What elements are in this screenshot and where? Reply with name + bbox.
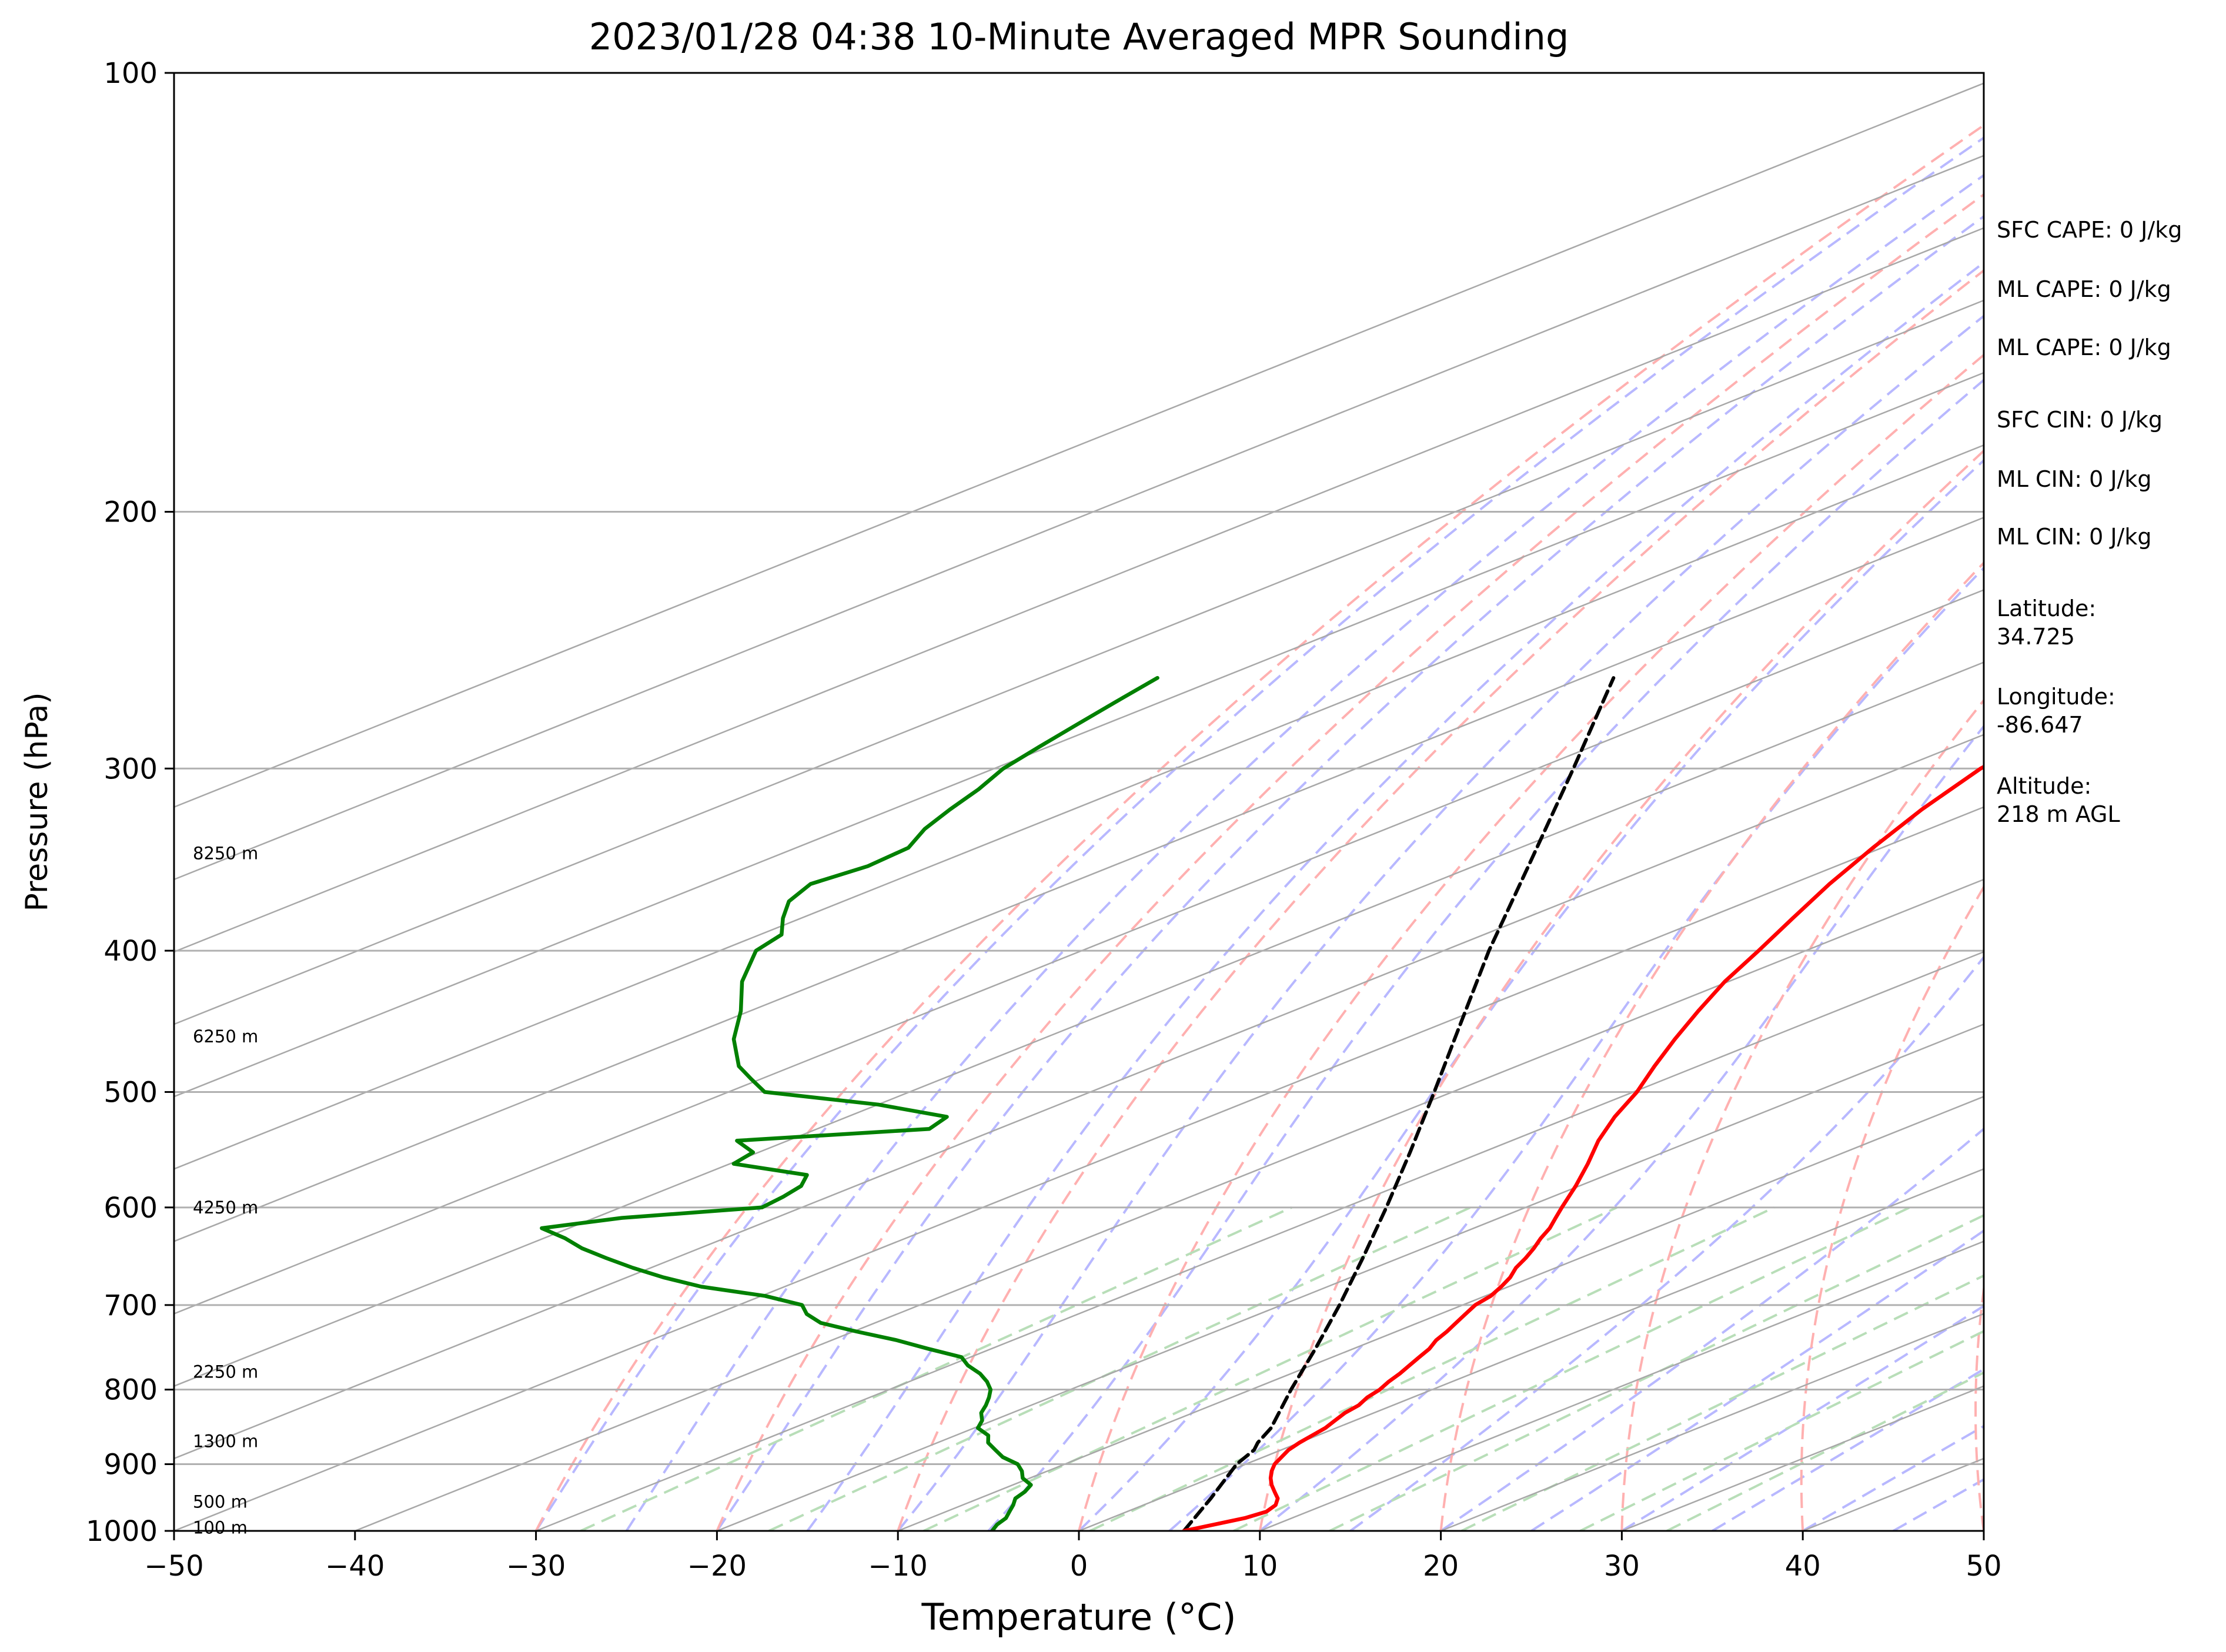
dry-adiabat-line xyxy=(716,193,1984,1531)
dry-adiabat-line xyxy=(1258,449,1984,1531)
isotherm-line xyxy=(716,1023,1984,1531)
isotherm-line xyxy=(174,589,1984,1315)
dry-adiabat-line xyxy=(1620,698,1984,1531)
height-label: 1300 m xyxy=(193,1432,258,1452)
x-axis-label: Temperature (°C) xyxy=(921,1596,1236,1638)
y-tick-label: 900 xyxy=(103,1449,158,1482)
y-axis-label: Pressure (hPa) xyxy=(19,693,55,912)
parcel-line xyxy=(1182,676,1616,1531)
y-tick-label: 800 xyxy=(103,1374,158,1407)
dry-adiabat-line xyxy=(1439,561,1984,1531)
y-tick-label: 300 xyxy=(103,753,158,785)
parcel-profile xyxy=(1182,676,1616,1531)
x-axis-ticks: −50 −40 −30 −20 −10 0 10 20 30 40 50 xyxy=(144,1531,2002,1583)
isotherm-line xyxy=(174,82,1984,808)
dry-adiabat-line xyxy=(1974,1281,1984,1531)
temperature-profile xyxy=(1182,764,1984,1531)
isotherm-line xyxy=(174,155,1984,881)
x-tick-label: 10 xyxy=(1242,1550,1278,1583)
x-tick-label: 0 xyxy=(1070,1550,1088,1583)
height-label: 2250 m xyxy=(193,1362,258,1382)
moist-adiabat-line xyxy=(625,173,1984,1531)
isotherm-line xyxy=(1259,1240,1984,1531)
isotherm-line xyxy=(174,299,1984,1025)
y-axis-ticks: 100 200 300 400 500 600 700 800 900 1000 xyxy=(86,57,174,1548)
y-tick-label: 500 xyxy=(103,1076,158,1109)
height-label: 4250 m xyxy=(193,1198,258,1218)
y-tick-label: 600 xyxy=(103,1192,158,1225)
isotherm-line xyxy=(897,1095,1984,1531)
isotherm-line xyxy=(174,806,1984,1531)
annotation-text: ML CIN: 0 J/kg xyxy=(1997,524,2151,550)
y-tick-label: 100 xyxy=(103,57,158,90)
x-tick-label: 20 xyxy=(1423,1550,1459,1583)
annotation-text: SFC CIN: 0 J/kg xyxy=(1997,407,2163,433)
annotation-text: SFC CAPE: 0 J/kg xyxy=(1997,217,2182,243)
isotherm-line xyxy=(174,734,1984,1460)
mixing-ratio-line xyxy=(580,1206,1292,1531)
plot-area xyxy=(174,82,1984,1531)
moist-adiabat-line xyxy=(1530,1229,1984,1531)
annotation-text: Latitude: 34.725 xyxy=(1997,596,2096,650)
height-label: 8250 m xyxy=(193,844,258,864)
y-tick-label: 1000 xyxy=(86,1515,158,1548)
y-tick-label: 200 xyxy=(103,496,158,529)
moist-adiabat-line xyxy=(716,215,1984,1531)
temperature-line xyxy=(1182,764,1984,1531)
moist-adiabat-line xyxy=(806,261,1984,1531)
height-label: 6250 m xyxy=(193,1026,258,1046)
x-tick-label: −10 xyxy=(868,1550,928,1583)
x-tick-label: −50 xyxy=(144,1550,203,1583)
moist-adiabat-line xyxy=(534,136,1984,1531)
isotherm-line xyxy=(174,516,1984,1242)
chart-title: 2023/01/28 04:38 10-Minute Averaged MPR … xyxy=(589,15,1569,58)
moist-adiabat-line xyxy=(1349,955,1984,1531)
mixing-ratio-line xyxy=(768,1206,1471,1531)
x-tick-label: −20 xyxy=(687,1550,747,1583)
y-tick-label: 700 xyxy=(103,1289,158,1322)
dry-adiabat-line xyxy=(534,123,1984,1531)
isotherm-lines xyxy=(174,82,1984,1531)
isotherm-line xyxy=(355,878,1984,1531)
isotherm-line xyxy=(174,372,1984,1098)
dewpoint-profile xyxy=(540,675,1159,1531)
x-tick-label: −30 xyxy=(506,1550,566,1583)
y-tick-label: 400 xyxy=(103,935,158,968)
x-tick-label: 40 xyxy=(1785,1550,1821,1583)
height-label: 100 m xyxy=(193,1518,248,1538)
x-tick-label: −40 xyxy=(325,1550,385,1583)
moist-adiabats xyxy=(534,136,1984,1531)
height-label: 500 m xyxy=(193,1492,248,1511)
mixing-ratio-line xyxy=(1579,1330,1984,1531)
isotherm-line xyxy=(174,227,1984,953)
wind-height-labels: 100 m 500 m 1300 m 2250 m 4250 m 6250 m 8250 m xyxy=(193,844,258,1538)
annotation-text: Altitude: 218 m AGL xyxy=(1997,773,2120,827)
moist-adiabat-line xyxy=(1078,459,1984,1531)
isotherm-line xyxy=(1078,1168,1984,1531)
isotherm-line xyxy=(536,951,1984,1531)
dry-adiabat-line xyxy=(1800,884,1984,1531)
dry-adiabats xyxy=(534,123,1984,1531)
sounding-annotations: SFC CAPE: 0 J/kg ML CAPE: 0 J/kg ML CAPE: … xyxy=(1997,217,2182,827)
annotation-text: ML CAPE: 0 J/kg xyxy=(1997,335,2171,360)
isotherm-line xyxy=(174,444,1984,1170)
dry-adiabat-line xyxy=(1078,353,1984,1531)
x-tick-label: 50 xyxy=(1966,1550,2001,1583)
isotherm-line xyxy=(174,661,1984,1387)
annotation-text: ML CAPE: 0 J/kg xyxy=(1997,276,2171,302)
moist-adiabat-line xyxy=(1168,566,1984,1531)
isobar-gridlines xyxy=(174,511,1984,1466)
x-tick-label: 30 xyxy=(1604,1550,1640,1583)
annotation-text: ML CIN: 0 J/kg xyxy=(1997,466,2151,492)
annotation-text: Longitude: -86.647 xyxy=(1997,684,2115,738)
dewpoint-line xyxy=(540,675,1159,1531)
mixing-ratio-line xyxy=(1666,1371,1984,1531)
